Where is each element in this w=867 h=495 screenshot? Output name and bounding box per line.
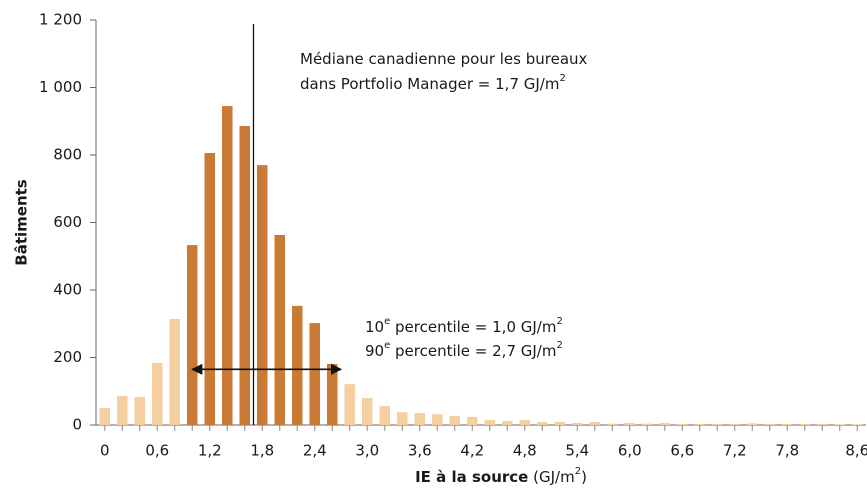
bar [607,423,618,425]
text-part: 2 [559,73,565,84]
bar [222,106,233,425]
x-tick-label: 4,8 [513,442,537,460]
text-part: 2 [556,340,562,351]
percentile-annotation: 10e percentile = 1,0 GJ/m2 [365,316,563,336]
bar [379,406,390,425]
y-tick-label: 600 [53,213,82,231]
x-tick-label: 4,2 [460,442,484,460]
x-tick-label: 8,6 [845,442,867,460]
x-tick-label: 7,2 [723,442,747,460]
text-part: e [384,316,390,327]
bar [642,423,653,425]
bar [309,323,320,425]
bar [537,421,548,425]
text-part: 90 [365,342,384,360]
bar [239,125,250,425]
median-annotation: Médiane canadienne pour les bureaux [300,50,588,68]
text-part: percentile = 1,0 GJ/m [390,318,556,336]
bar [414,413,425,425]
text-part: Médiane canadienne pour les bureaux [300,50,588,68]
bar [117,395,128,425]
bar [204,152,215,425]
y-tick-label: 400 [53,281,82,299]
bar [694,423,705,425]
bar [257,165,268,425]
bar [152,362,163,425]
y-tick-label: 0 [72,416,82,434]
y-tick-label: 1 000 [39,78,82,96]
x-tick-label: 3,6 [408,442,432,460]
bar [502,420,513,425]
bar [747,423,758,425]
bar [572,422,583,425]
x-tick-label: 0 [100,442,110,460]
bar [589,421,600,425]
bar [344,384,355,425]
y-tick-label: 800 [53,146,82,164]
bar [677,423,688,425]
bar [799,423,810,425]
x-axis-title: IE à la source (GJ/m2) [415,466,587,486]
x-tick-label: 6,6 [670,442,694,460]
bar [712,423,723,425]
x-tick-label: 1,2 [198,442,222,460]
text-part: (GJ/m [528,468,574,486]
bar [624,422,635,425]
x-tick-label: 7,8 [775,442,799,460]
bar [834,424,845,425]
bar [554,421,565,425]
bar [484,419,495,425]
bar [292,305,303,425]
bar [327,363,338,425]
text-part: ) [581,468,587,486]
text-part: dans Portfolio Manager = 1,7 GJ/m [300,75,559,93]
bar [432,414,443,425]
bar [274,234,285,425]
text-part: percentile = 2,7 GJ/m [390,342,556,360]
bar [782,423,793,425]
text-part: e [384,340,390,351]
bar [764,423,775,425]
bar [362,398,373,425]
x-tick-label: 5,4 [565,442,589,460]
x-tick-label: 0,6 [145,442,169,460]
x-tick-label: 3,0 [355,442,379,460]
text-part: 2 [575,466,581,477]
bar [852,424,863,425]
bar [449,415,460,425]
percentile-annotation: 90e percentile = 2,7 GJ/m2 [365,340,563,360]
bar [187,245,198,425]
bar [397,412,408,425]
bar [467,416,478,425]
text-part: IE à la source [415,468,528,486]
bar [169,319,180,425]
text-part: 2 [556,316,562,327]
median-annotation: dans Portfolio Manager = 1,7 GJ/m2 [300,73,566,93]
x-tick-label: 6,0 [618,442,642,460]
x-tick-label: 2,4 [303,442,327,460]
y-tick-label: 1 200 [39,11,82,29]
bar [659,422,670,425]
bar [134,396,145,425]
bar [817,423,828,425]
y-axis-title: Bâtiments [13,179,31,266]
text-part: 10 [365,318,384,336]
bar [519,419,530,425]
bar [729,423,740,425]
y-tick-label: 200 [53,348,82,366]
bar [99,408,110,425]
x-tick-label: 1,8 [250,442,274,460]
